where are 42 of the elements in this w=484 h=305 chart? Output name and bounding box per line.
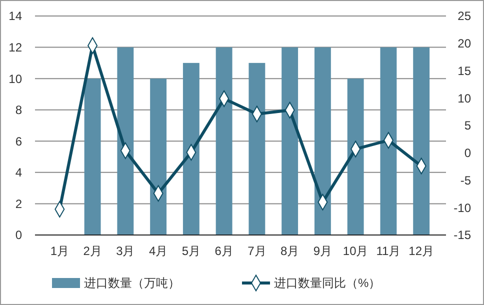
- y2-tick-label: -5: [460, 173, 472, 188]
- x-tick-label: 2月: [83, 244, 102, 258]
- bar: [117, 47, 134, 235]
- bar: [413, 47, 430, 235]
- x-tick-label: 5月: [182, 244, 201, 258]
- x-tick-label: 7月: [248, 244, 266, 258]
- y2-tick-label: 15: [458, 64, 472, 78]
- y-tick-label: 6: [15, 134, 22, 148]
- y-tick-label: 14: [8, 9, 22, 24]
- y-tick-label: 10: [8, 72, 22, 86]
- y-tick-label: 8: [15, 103, 22, 118]
- bar: [248, 62, 266, 235]
- y-tick-label: 12: [8, 40, 22, 54]
- bar: [314, 47, 331, 235]
- y2-tick-label: -15: [454, 228, 472, 242]
- x-tick-label: 11月: [376, 244, 401, 258]
- x-tick-label: 3月: [116, 244, 135, 258]
- x-tick-label: 8月: [280, 244, 300, 258]
- bar: [84, 78, 101, 235]
- y-tick-label: 4: [15, 166, 22, 180]
- bar: [282, 47, 298, 235]
- bar: [380, 47, 397, 235]
- x-tick-label: 6月: [214, 244, 234, 258]
- y2-tick-label: 10: [458, 91, 472, 106]
- x-tick-label: 4月: [148, 244, 168, 258]
- bar: [150, 78, 167, 235]
- legend-label: 进口数量（万吨）: [84, 276, 180, 290]
- y2-tick-label: 20: [458, 36, 472, 51]
- bar: [347, 78, 364, 235]
- y-tick-label: 2: [15, 196, 22, 211]
- y2-tick-label: 5: [464, 118, 472, 133]
- y-tick-label: 0: [15, 228, 22, 242]
- y2-tick-label: 0: [464, 146, 472, 160]
- y2-tick-label: -10: [454, 200, 472, 215]
- legend-label: 进口数量同比（%）: [274, 276, 381, 290]
- bar: [182, 62, 200, 235]
- y2-tick-label: 25: [458, 9, 472, 24]
- x-tick-label: 12月: [408, 244, 434, 258]
- x-tick-label: 9月: [313, 244, 332, 258]
- x-tick-label: 10月: [342, 244, 368, 258]
- bar: [216, 47, 232, 235]
- x-tick-label: 1月: [50, 244, 70, 258]
